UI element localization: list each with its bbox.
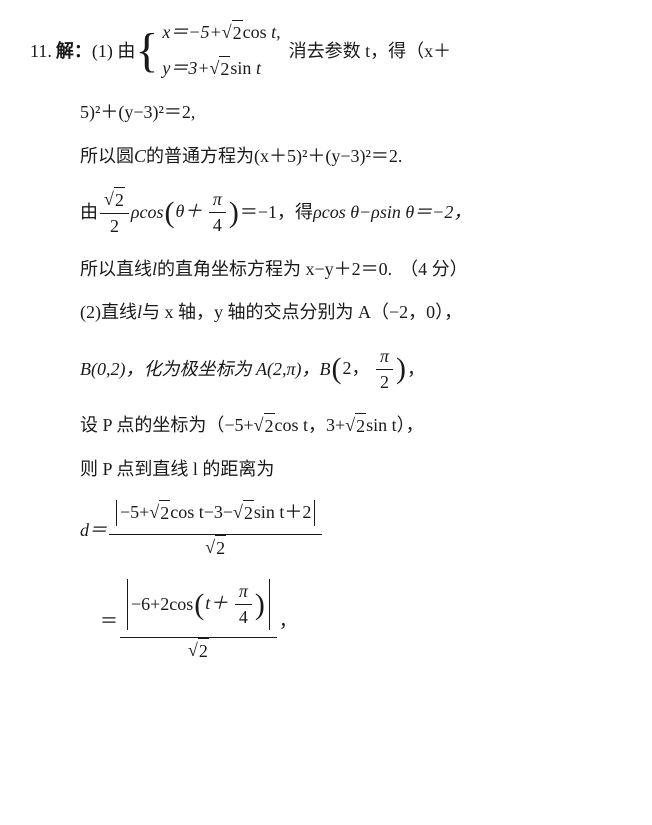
line-d1: d＝ −5+2cos t−3−2sin t＋2 2 xyxy=(80,500,622,561)
sqrt-icon: 2 xyxy=(104,187,125,213)
brace-eq-2: y＝3+2sin t xyxy=(162,56,280,82)
sqrt-icon: 2 xyxy=(254,413,275,439)
tall-paren: ( 2， π 2 ) xyxy=(330,344,407,395)
left-brace-icon: { xyxy=(135,27,158,75)
line-9: 则 P 点到直线 l 的距离为 xyxy=(80,457,622,482)
line-6: (2)直线 l 与 x 轴，y 轴的交点分别为 A（−2，0）， xyxy=(80,300,622,325)
fraction: π 4 xyxy=(209,187,226,238)
sqrt-icon: 2 xyxy=(205,535,226,561)
line-2: 5)²＋(y−3)²＝2, xyxy=(80,100,622,125)
fraction: π 2 xyxy=(376,344,393,395)
line-1: 11. 解： (1) 由 { x＝−5+2cos t, y＝3+2sin t 消… xyxy=(30,20,622,82)
line1-tail: 消去参数 t，得（x＋ xyxy=(289,39,452,64)
problem-number: 11. xyxy=(30,39,52,64)
part1-label: (1) 由 xyxy=(92,39,136,64)
fraction: π 4 xyxy=(235,579,252,630)
sqrt-icon: 2 xyxy=(233,500,254,526)
sqrt-icon: 2 xyxy=(188,638,209,664)
sqrt-icon: 2 xyxy=(210,56,231,82)
tall-paren: ( θ＋ π 4 ) xyxy=(164,187,240,238)
system-brace: { x＝−5+2cos t, y＝3+2sin t xyxy=(135,20,280,82)
line-3: 所以圆 C 的普通方程为(x＋5)²＋(y−3)²＝2. xyxy=(80,144,622,169)
points-marker: （4 分） xyxy=(400,257,468,282)
line-d2: ＝ −6+2cos ( t＋ π 4 ) xyxy=(100,579,622,665)
brace-eq-1: x＝−5+2cos t, xyxy=(162,20,280,46)
solution-label: 解： xyxy=(56,39,92,64)
sqrt-icon: 2 xyxy=(149,500,170,526)
sqrt-icon: 2 xyxy=(222,20,243,46)
tall-paren: ( t＋ π 4 ) xyxy=(193,579,266,630)
line-4: 由 2 2 ρcos ( θ＋ π 4 ) ＝−1，得 ρcos θ−ρsin … xyxy=(80,187,622,239)
line-7: B(0,2)，化为极坐标为 A(2,π)，B ( 2， π 2 ) ， xyxy=(80,344,622,395)
line-8: 设 P 点的坐标为（−5+2cos t，3+2sin t）， xyxy=(80,413,622,439)
line-5: 所以直线 l 的直角坐标方程为 x−y＋2＝0. （4 分） xyxy=(80,257,622,282)
fraction: −6+2cos ( t＋ π 4 ) 2 xyxy=(120,579,277,665)
fraction: 2 2 xyxy=(100,187,129,239)
fraction: −5+2cos t−3−2sin t＋2 2 xyxy=(109,500,322,561)
abs-icon: −5+2cos t−3−2sin t＋2 xyxy=(113,500,318,526)
abs-icon: −6+2cos ( t＋ π 4 ) xyxy=(124,579,273,630)
sqrt-icon: 2 xyxy=(345,413,366,439)
